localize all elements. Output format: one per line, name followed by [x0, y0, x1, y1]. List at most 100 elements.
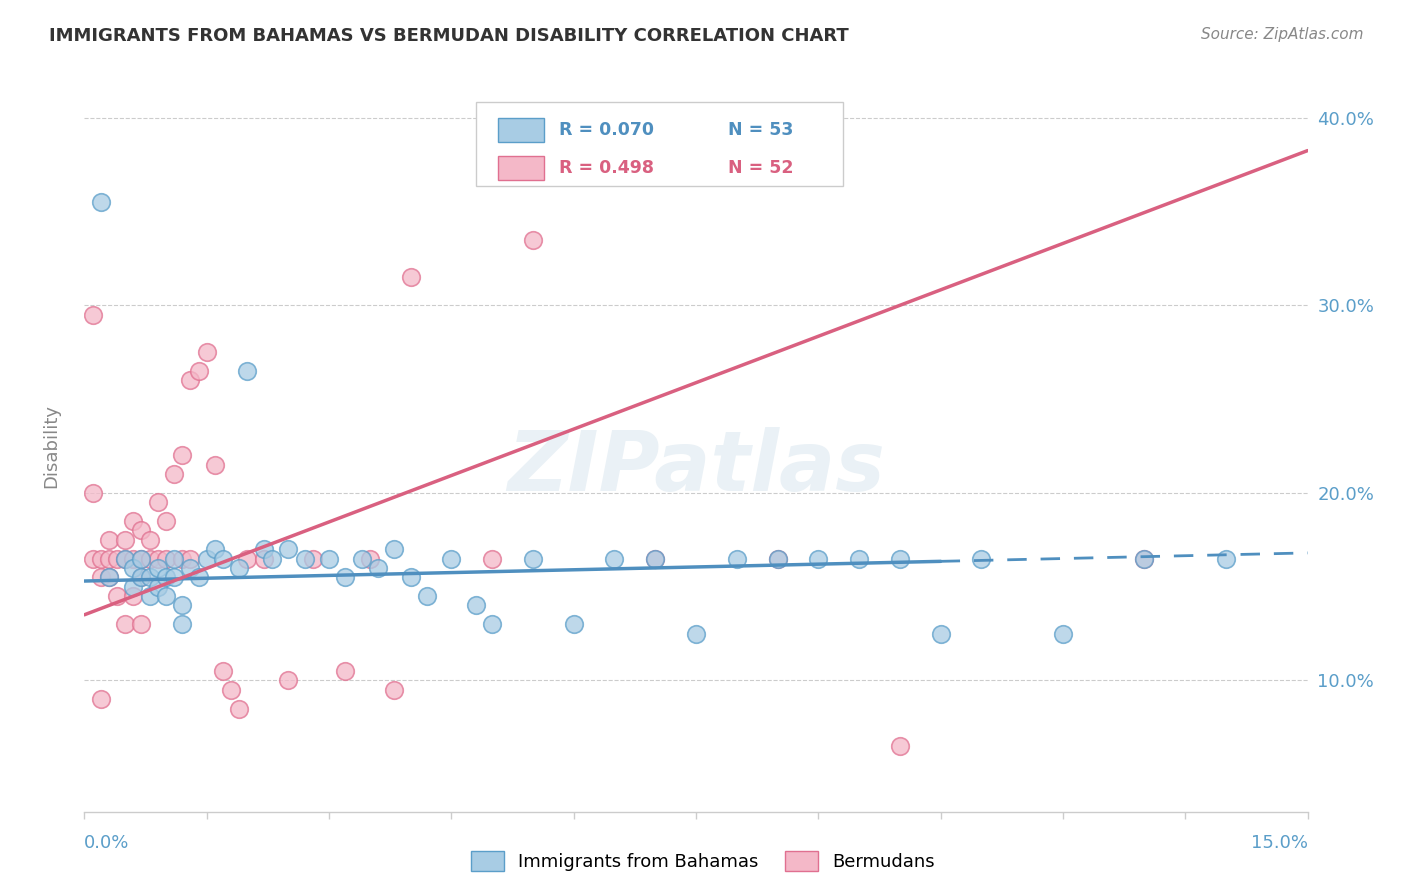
- Point: [236, 551, 259, 566]
- Point: [335, 664, 357, 678]
- Point: [97, 551, 120, 566]
- Text: IMMIGRANTS FROM BAHAMAS VS BERMUDAN DISABILITY CORRELATION CHART: IMMIGRANTS FROM BAHAMAS VS BERMUDAN DISA…: [49, 27, 849, 45]
- Point: [82, 551, 104, 566]
- Point: [179, 551, 201, 566]
- Point: [440, 551, 463, 566]
- Point: [131, 524, 153, 538]
- Point: [725, 551, 748, 566]
- Point: [114, 533, 136, 547]
- Y-axis label: Disability: Disability: [42, 404, 60, 488]
- Point: [889, 551, 911, 566]
- Point: [131, 570, 153, 584]
- Point: [382, 542, 405, 557]
- Point: [155, 589, 177, 603]
- Point: [1215, 551, 1237, 566]
- Point: [179, 561, 201, 575]
- Point: [122, 551, 145, 566]
- Point: [685, 626, 707, 640]
- Point: [122, 589, 145, 603]
- Point: [277, 542, 299, 557]
- Point: [172, 551, 194, 566]
- Point: [82, 486, 104, 500]
- Point: [970, 551, 993, 566]
- FancyBboxPatch shape: [498, 156, 544, 179]
- Point: [603, 551, 626, 566]
- Point: [90, 551, 112, 566]
- Point: [90, 195, 112, 210]
- Point: [172, 449, 194, 463]
- Point: [481, 551, 503, 566]
- Point: [522, 551, 544, 566]
- Point: [522, 233, 544, 247]
- Point: [195, 345, 218, 359]
- Point: [138, 551, 160, 566]
- Point: [138, 570, 160, 584]
- Point: [187, 570, 209, 584]
- Point: [82, 308, 104, 322]
- Point: [644, 551, 666, 566]
- Point: [90, 570, 112, 584]
- Point: [179, 373, 201, 387]
- Text: ZIPatlas: ZIPatlas: [508, 427, 884, 508]
- Point: [155, 551, 177, 566]
- Point: [416, 589, 439, 603]
- Point: [481, 617, 503, 632]
- Point: [1052, 626, 1074, 640]
- Point: [114, 551, 136, 566]
- Point: [350, 551, 373, 566]
- Point: [114, 617, 136, 632]
- Point: [195, 551, 218, 566]
- Point: [301, 551, 323, 566]
- Point: [766, 551, 789, 566]
- Point: [155, 514, 177, 528]
- Point: [146, 561, 169, 575]
- Point: [228, 701, 250, 715]
- Point: [464, 599, 486, 613]
- Point: [131, 617, 153, 632]
- Point: [253, 542, 276, 557]
- Point: [172, 617, 194, 632]
- Point: [172, 599, 194, 613]
- Point: [122, 561, 145, 575]
- Point: [204, 542, 226, 557]
- Point: [105, 589, 128, 603]
- Point: [131, 551, 153, 566]
- Text: 0.0%: 0.0%: [84, 834, 129, 852]
- Point: [155, 570, 177, 584]
- Point: [114, 551, 136, 566]
- Point: [335, 570, 357, 584]
- Point: [138, 589, 160, 603]
- Point: [163, 551, 186, 566]
- Point: [228, 561, 250, 575]
- Point: [236, 364, 259, 378]
- Point: [318, 551, 340, 566]
- Point: [204, 458, 226, 472]
- Point: [146, 495, 169, 509]
- FancyBboxPatch shape: [498, 119, 544, 142]
- Text: Source: ZipAtlas.com: Source: ZipAtlas.com: [1201, 27, 1364, 42]
- Point: [367, 561, 389, 575]
- Text: 15.0%: 15.0%: [1250, 834, 1308, 852]
- Point: [122, 514, 145, 528]
- Point: [219, 682, 242, 697]
- Legend: Immigrants from Bahamas, Bermudans: Immigrants from Bahamas, Bermudans: [464, 844, 942, 879]
- Point: [1133, 551, 1156, 566]
- Point: [122, 580, 145, 594]
- Text: R = 0.070: R = 0.070: [560, 121, 654, 139]
- Point: [359, 551, 381, 566]
- Point: [1133, 551, 1156, 566]
- Point: [131, 551, 153, 566]
- Point: [105, 551, 128, 566]
- Point: [146, 580, 169, 594]
- Point: [138, 533, 160, 547]
- Text: N = 52: N = 52: [728, 159, 794, 177]
- Point: [163, 467, 186, 482]
- Point: [562, 617, 585, 632]
- Point: [807, 551, 830, 566]
- Point: [90, 692, 112, 706]
- Point: [163, 570, 186, 584]
- Point: [97, 570, 120, 584]
- Point: [644, 551, 666, 566]
- Point: [131, 570, 153, 584]
- Point: [848, 551, 870, 566]
